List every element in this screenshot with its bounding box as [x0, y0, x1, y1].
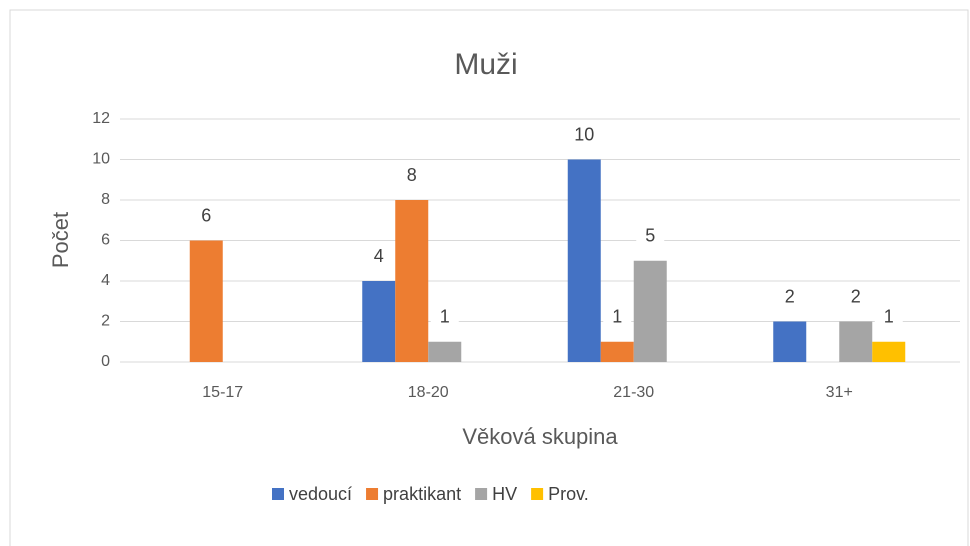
y-tick-label: 6 — [101, 232, 110, 249]
legend-label: HV — [492, 484, 517, 504]
legend-label: vedoucí — [289, 484, 352, 504]
bar — [773, 321, 807, 362]
data-label-bg — [874, 304, 903, 329]
data-label: 1 — [884, 307, 894, 327]
y-axis-title: Počet — [48, 212, 73, 268]
data-label-bg — [364, 244, 393, 268]
y-tick-label: 10 — [92, 151, 110, 168]
data-label: 2 — [851, 286, 861, 306]
bar — [600, 341, 634, 362]
chart-title: Muži — [454, 48, 517, 81]
legend-swatch — [272, 488, 284, 500]
bar — [189, 240, 223, 362]
data-label: 5 — [645, 226, 655, 246]
bar — [872, 341, 906, 362]
bar — [839, 321, 873, 362]
legend-swatch — [531, 488, 544, 500]
data-label: 8 — [407, 165, 417, 185]
data-label: 1 — [612, 307, 622, 327]
bar — [633, 260, 667, 362]
y-tick-label: 4 — [101, 272, 110, 289]
data-label-bg — [397, 163, 426, 187]
y-tick-label: 0 — [101, 353, 110, 370]
data-label-bg — [636, 223, 665, 248]
x-tick-label: 18-20 — [408, 384, 449, 401]
bar — [395, 200, 429, 362]
data-label-bg — [603, 304, 632, 329]
data-label: 10 — [574, 124, 594, 144]
bar — [428, 341, 462, 362]
data-label-bg — [570, 122, 599, 147]
chart-border — [9, 9, 969, 546]
data-label-bg — [430, 304, 459, 329]
x-axis-title: Věková skupina — [462, 424, 618, 449]
bar — [362, 281, 396, 362]
data-label: 1 — [440, 307, 450, 327]
legend-label: Prov. — [548, 484, 589, 504]
x-tick-label: 21-30 — [613, 384, 654, 401]
data-label-bg — [192, 203, 221, 228]
legend-swatch — [475, 488, 488, 500]
x-tick-label: 31+ — [826, 384, 853, 401]
bar — [567, 159, 601, 362]
data-label: 2 — [785, 286, 795, 306]
y-tick-label: 2 — [101, 313, 110, 330]
data-label-bg — [775, 284, 804, 309]
x-tick-label: 15-17 — [202, 384, 243, 401]
data-label-bg — [841, 284, 870, 309]
data-label: 4 — [374, 246, 384, 266]
legend-swatch — [366, 488, 379, 500]
legend-label: praktikant — [383, 484, 461, 504]
y-tick-label: 8 — [101, 191, 110, 208]
data-label: 6 — [201, 205, 211, 225]
y-tick-label: 12 — [92, 110, 110, 127]
